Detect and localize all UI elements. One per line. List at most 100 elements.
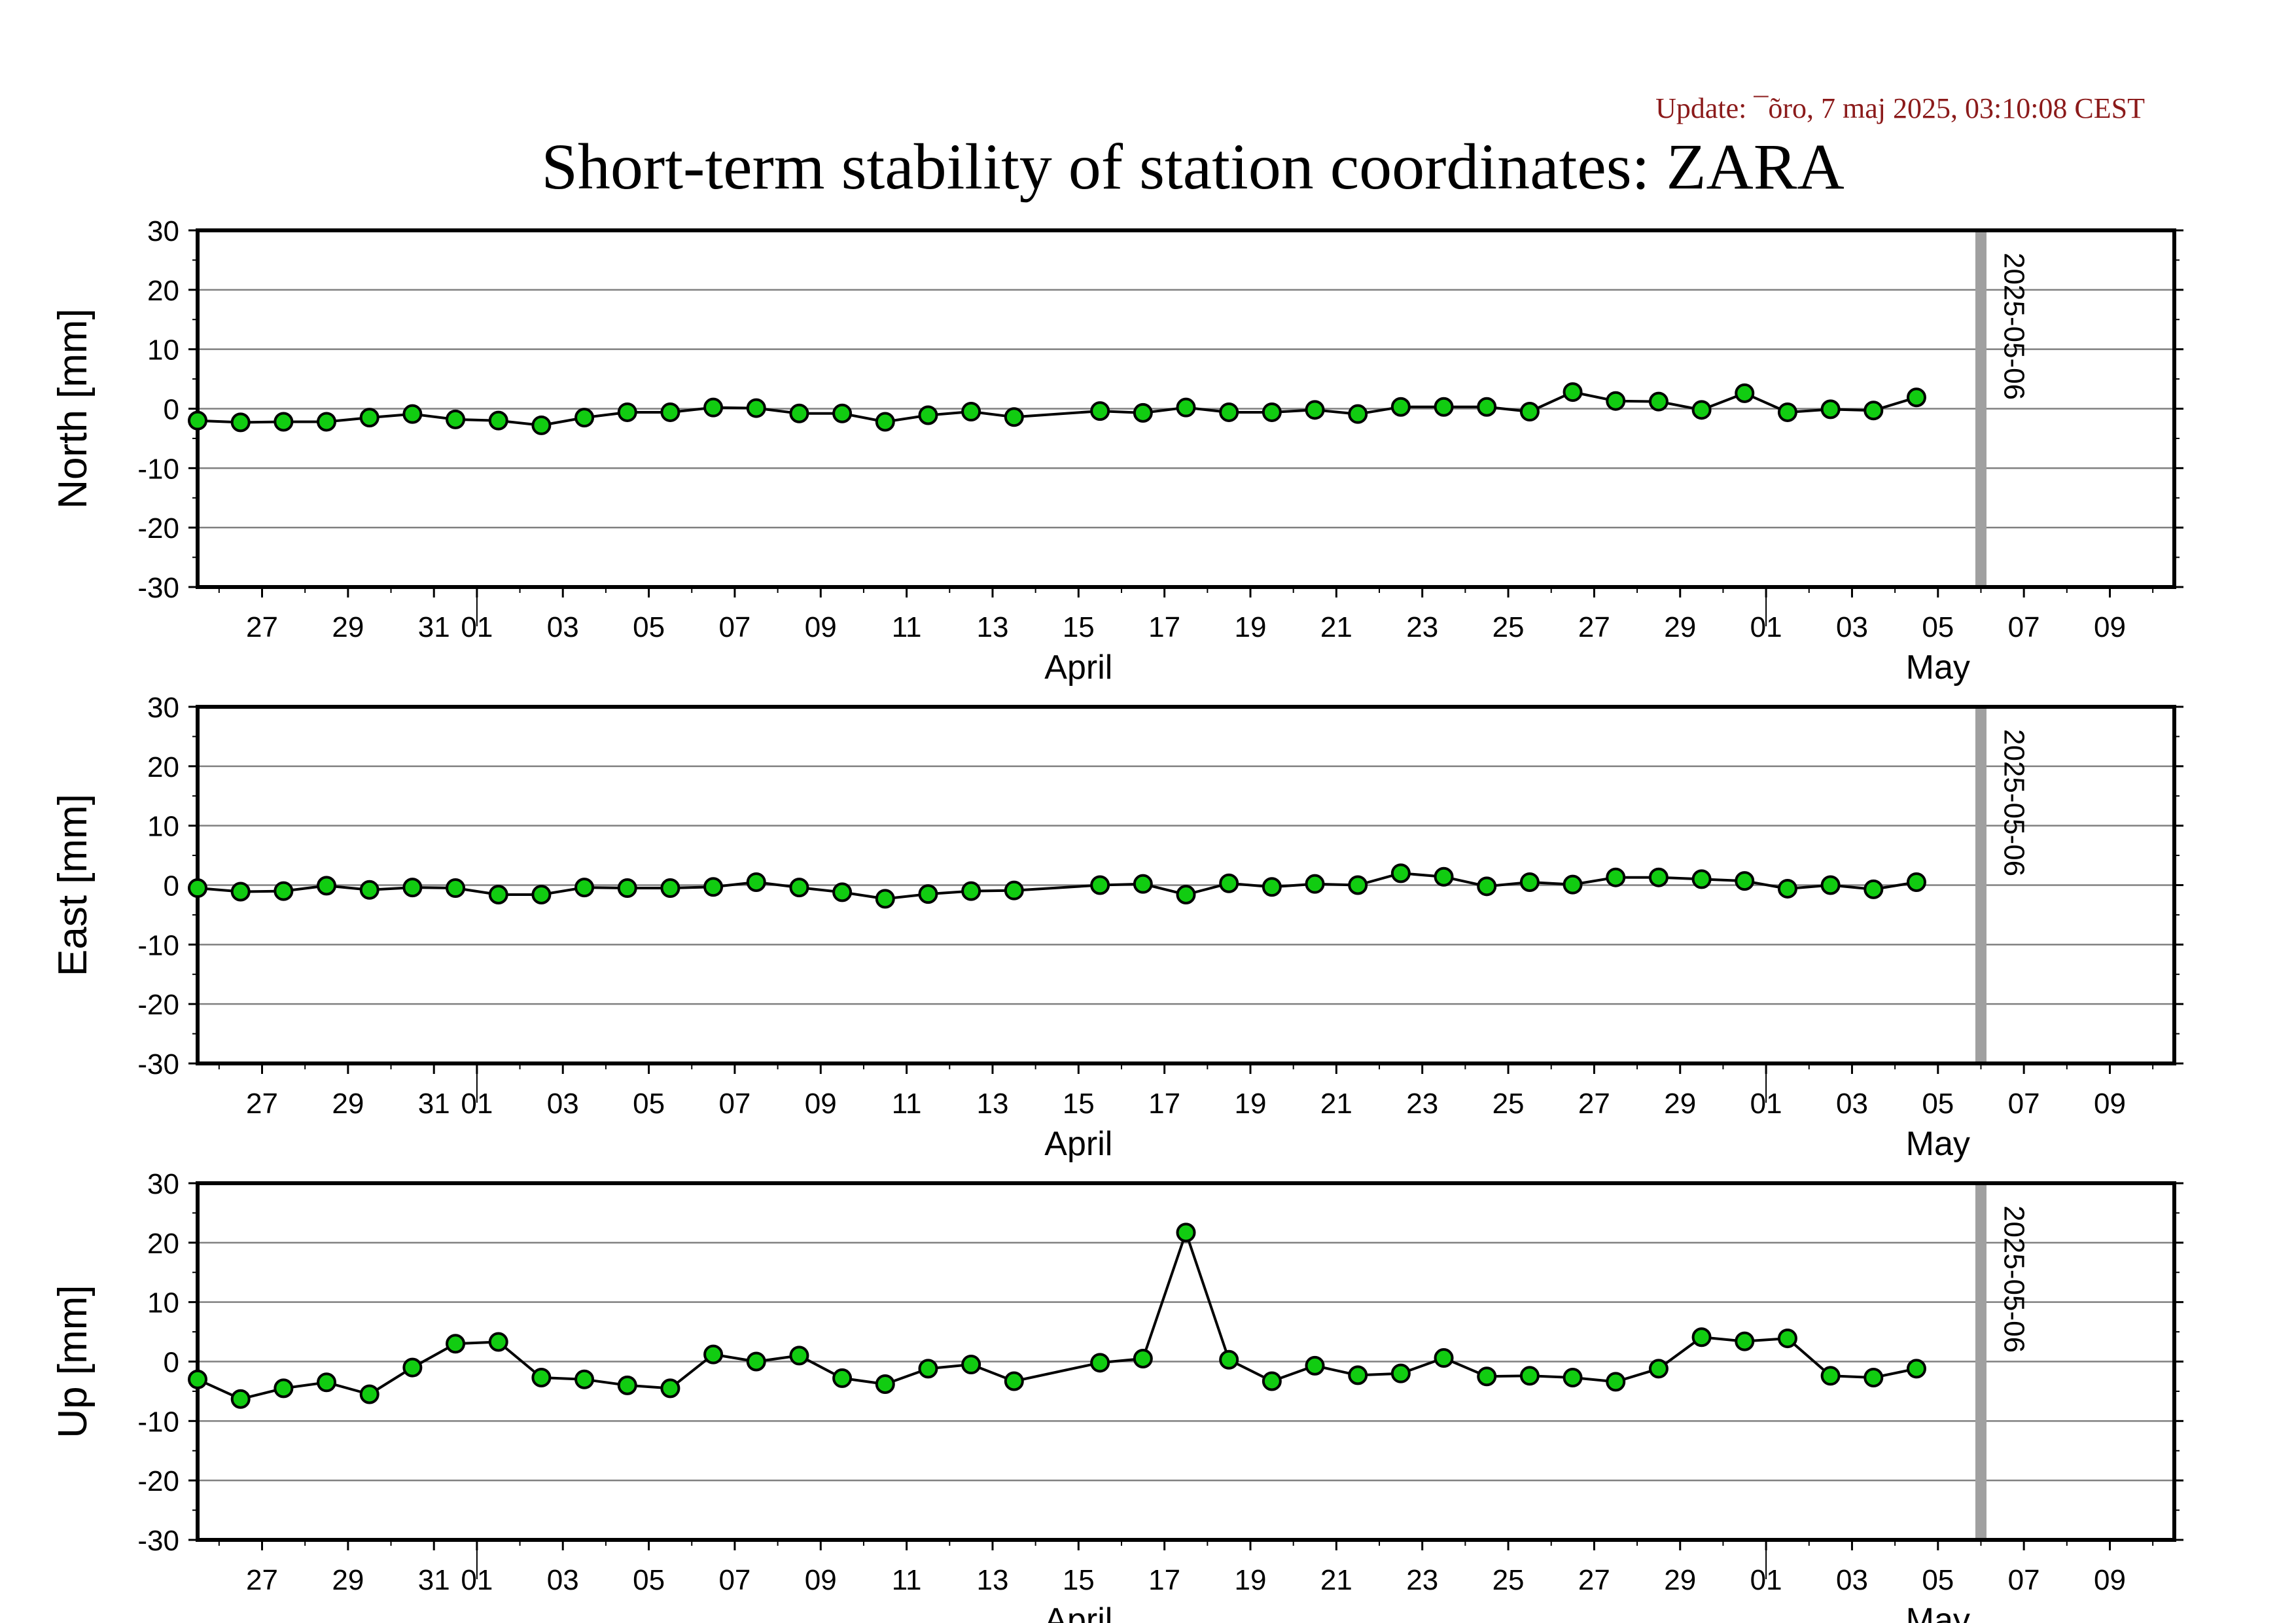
data-point: [531, 885, 552, 905]
data-point: [574, 408, 595, 428]
data-point: [1390, 1363, 1411, 1383]
data-point: [1777, 1329, 1797, 1349]
x-tick-label: 03: [547, 1564, 579, 1596]
x-tick-label: 07: [718, 611, 751, 643]
y-tick-label: -20: [137, 989, 179, 1021]
data-point: [446, 878, 466, 899]
data-point: [274, 881, 294, 901]
x-tick-label: 31: [418, 1088, 450, 1120]
x-tick-label: 07: [718, 1564, 751, 1596]
panel-1: 2025-05-06 -30 -20 -10 0 10 20 30 East [mm] 27 29 3…: [50, 692, 2183, 1163]
data-point: [746, 1351, 766, 1372]
data-point: [789, 878, 809, 898]
data-point: [1305, 1355, 1325, 1376]
x-tick-label: 13: [976, 1088, 1008, 1120]
x-tick-label: 05: [1922, 611, 1954, 643]
month-label: May: [1906, 649, 1970, 687]
data-point: [1004, 880, 1024, 901]
x-tick-label: 17: [1148, 1564, 1180, 1596]
data-point: [1348, 875, 1368, 895]
x-tick-label: 07: [718, 1088, 751, 1120]
data-point: [1563, 1368, 1583, 1388]
y-tick-label: 0: [164, 1347, 179, 1379]
data-point: [317, 1372, 337, 1393]
x-tick-label: 03: [1836, 1564, 1868, 1596]
y-tick-label: -10: [137, 929, 179, 961]
data-point: [1563, 874, 1583, 895]
month-label: April: [1044, 1601, 1112, 1623]
y-axis-label: North [mm]: [50, 308, 96, 509]
x-tick-label: 05: [1922, 1564, 1954, 1596]
x-tick-label: 25: [1492, 611, 1525, 643]
y-tick-label: 0: [164, 394, 179, 426]
x-tick-label: 03: [1836, 611, 1868, 643]
data-point: [1176, 1222, 1196, 1243]
data-point: [875, 412, 895, 432]
data-point: [274, 412, 294, 432]
x-tick-label: 09: [805, 611, 837, 643]
data-point: [617, 878, 637, 899]
reference-date-label: 2025-05-06: [1998, 1205, 2030, 1353]
y-tick-label: -30: [137, 572, 179, 604]
data-point: [1262, 877, 1282, 897]
data-point: [1648, 867, 1669, 887]
x-tick-label: 05: [633, 1564, 665, 1596]
data-point: [1820, 399, 1841, 419]
x-tick-label: 19: [1235, 611, 1267, 643]
x-tick-label: 27: [1578, 1564, 1610, 1596]
data-point: [317, 876, 337, 896]
data-point: [1863, 1368, 1884, 1388]
data-point: [1090, 875, 1110, 895]
data-point: [402, 1357, 423, 1378]
data-point: [359, 880, 380, 900]
data-point: [918, 1359, 938, 1379]
y-tick-label: -10: [137, 453, 179, 485]
x-tick-label: 27: [246, 1088, 278, 1120]
data-point: [703, 1344, 724, 1364]
data-point: [1004, 1371, 1024, 1391]
x-tick-label: 07: [2008, 1088, 2040, 1120]
x-tick-label: 23: [1406, 1564, 1438, 1596]
x-tick-label: 27: [1578, 611, 1610, 643]
data-point: [1348, 404, 1368, 424]
data-point: [1777, 402, 1797, 422]
data-point: [531, 1368, 552, 1388]
data-point: [1648, 1359, 1669, 1379]
x-tick-label: 03: [1836, 1088, 1868, 1120]
data-point: [1219, 402, 1239, 422]
data-point: [1906, 872, 1926, 892]
y-tick-label: 30: [147, 692, 179, 724]
x-tick-label: 29: [1664, 1564, 1696, 1596]
x-tick-label: 17: [1148, 611, 1180, 643]
x-tick-label: 03: [547, 611, 579, 643]
x-tick-label: 15: [1063, 1088, 1095, 1120]
x-tick-label: 11: [892, 1088, 922, 1120]
x-tick-label: 09: [805, 1088, 837, 1120]
panel-0: 2025-05-06 -30 -20 -10 0 10 20 30 North [mm] 27 29…: [50, 215, 2183, 687]
y-axis-label: East [mm]: [50, 794, 96, 976]
x-tick-label: 27: [1578, 1088, 1610, 1120]
data-point: [1863, 401, 1884, 421]
data-point: [1563, 382, 1583, 402]
data-point: [230, 412, 251, 433]
data-point: [961, 402, 981, 422]
data-point: [789, 403, 809, 423]
data-point: [1735, 1331, 1755, 1351]
data-point: [832, 1368, 853, 1388]
x-tick-label: 11: [892, 611, 922, 643]
x-tick-label: 25: [1492, 1564, 1525, 1596]
data-point: [1477, 876, 1497, 897]
data-point: [402, 404, 423, 424]
data-point: [230, 882, 251, 902]
data-point: [1519, 1366, 1540, 1386]
data-point: [1434, 1348, 1454, 1368]
data-point: [1519, 872, 1540, 892]
data-point: [188, 878, 207, 899]
panels-container: 2025-05-06 -30 -20 -10 0 10 20 30 North [mm] 27 29…: [50, 215, 2183, 1623]
data-point: [789, 1346, 809, 1366]
x-tick-label: 09: [805, 1564, 837, 1596]
panel-2: 2025-05-06 -30 -20 -10 0 10 20 30 Up [mm] 27 29 31 0…: [50, 1168, 2183, 1623]
y-tick-label: 10: [147, 334, 179, 366]
y-tick-label: -30: [137, 1525, 179, 1557]
